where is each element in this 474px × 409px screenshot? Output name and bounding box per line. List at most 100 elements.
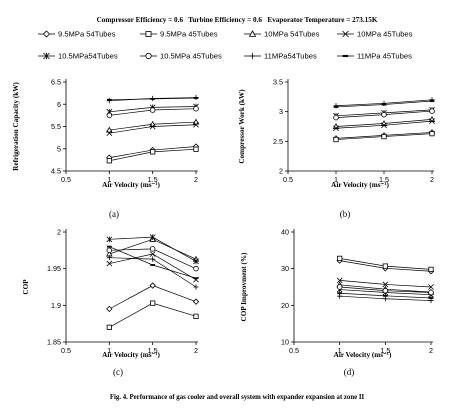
data-point (106, 236, 113, 243)
legend-marker-circle (145, 52, 152, 60)
data-point (192, 298, 200, 305)
x-tick-label: 0.5 (283, 175, 293, 184)
data-point (149, 251, 156, 257)
y-tick-label: 20 (281, 301, 289, 310)
data-point (106, 260, 113, 267)
legend-label: 10MPa 54Tubes (264, 30, 320, 39)
data-point (428, 284, 434, 290)
legend: 9.5MPa 54Tubes 9.5MPa 45Tubes 10MPa 54Tu… (38, 30, 413, 61)
x-axis-title: Air Velocity (ms⁻¹) (102, 351, 160, 359)
series-3 (332, 115, 436, 129)
series-5 (106, 234, 199, 265)
x-tick-label: 1 (338, 346, 342, 355)
chart-refrigeration-capacity: 4.5 5 5.5 6 6.5 0.5 1 1.5 2 Air Velocity (ms⁻¹) Re… (12, 78, 200, 219)
data-point (106, 126, 113, 133)
data-point (381, 103, 387, 106)
y-tick-label: 2 (57, 228, 61, 237)
series-7 (106, 255, 199, 290)
data-point (106, 158, 112, 164)
x-tick-label: 1.5 (380, 346, 390, 355)
data-point (149, 123, 156, 130)
x-axis-title: Air Velocity (ms⁻¹) (334, 351, 392, 359)
legend-marker-diamond (42, 30, 51, 38)
legend-marker-x (342, 30, 349, 38)
series-2 (106, 146, 199, 164)
panel-label: (d) (344, 367, 355, 377)
x-tick-label: 2 (194, 346, 198, 355)
series-4 (106, 121, 199, 137)
data-point (193, 277, 199, 280)
series-line (109, 302, 197, 328)
axes: 4.5 5 5.5 6 6.5 0.5 1 1.5 2 (51, 78, 198, 184)
y-axis-title: Refrigeration Capacity (kW) (12, 82, 20, 171)
y-axis-title: Compressor Work (kW) (238, 89, 246, 164)
y-tick-label: 2 (279, 167, 283, 176)
data-point (428, 297, 434, 299)
panel-label: (a) (109, 209, 119, 219)
axes: 1.85 1.9 1.95 2 0.5 1 1.5 2 (47, 228, 198, 355)
y-tick-label: 1.85 (47, 338, 61, 347)
series-2 (333, 131, 435, 143)
data-point (106, 130, 113, 137)
y-tick-label: 10 (281, 338, 289, 347)
data-point (381, 111, 387, 118)
data-point (149, 107, 156, 113)
data-point (193, 121, 199, 128)
legend-item-3: 10MPa 54Tubes (244, 30, 320, 39)
data-point (149, 234, 156, 241)
y-tick-label: 6.5 (51, 78, 61, 87)
data-point (381, 122, 387, 129)
y-tick-label: 3.5 (273, 78, 283, 87)
x-tick-label: 0.5 (289, 346, 299, 355)
data-point (337, 255, 343, 262)
data-point (336, 277, 343, 284)
legend-item-4: 10MPa 45Tubes (337, 30, 413, 39)
y-tick-label: 3 (279, 107, 283, 116)
legend-label: 9.5MPa 45Tubes (160, 30, 218, 39)
x-tick-label: 2 (194, 175, 198, 184)
data-point (106, 305, 113, 313)
legend-item-8: 11MPa 45Tubes (337, 52, 412, 61)
legend-label: 9.5MPa 54Tubes (58, 30, 116, 39)
y-tick-label: 5.5 (51, 122, 61, 131)
y-tick-label: 5 (57, 144, 61, 153)
series-6 (333, 108, 435, 121)
x-tick-label: 1.5 (148, 346, 158, 355)
data-point (382, 281, 389, 288)
series-8 (106, 245, 199, 280)
data-point (333, 114, 339, 121)
data-point (382, 296, 388, 302)
series-8 (106, 97, 199, 101)
series-8 (337, 292, 434, 299)
data-point (149, 282, 156, 289)
y-axis-title: COP Improvment (%) (240, 252, 248, 322)
series-2 (337, 255, 434, 273)
data-point (106, 245, 112, 248)
legend-label: 10.5MPa54Tubes (58, 52, 118, 61)
data-point (428, 289, 434, 296)
y-tick-label: 6 (57, 100, 61, 109)
x-tick-label: 1.5 (148, 175, 158, 184)
series-3 (106, 118, 200, 133)
series-7 (337, 293, 434, 304)
data-point (193, 105, 199, 112)
legend-item-7: 11MPa54Tubes (244, 52, 317, 61)
x-tick-label: 1 (334, 175, 338, 184)
legend-marker-square (145, 31, 152, 37)
data-point (337, 293, 343, 299)
data-point (150, 149, 156, 155)
data-point (150, 264, 156, 266)
legend-label: 10.5MPa 45Tubes (160, 52, 222, 61)
data-point (337, 292, 343, 295)
data-point (429, 131, 435, 137)
series-6 (106, 105, 199, 119)
panel-label: (c) (113, 367, 123, 377)
x-tick-label: 2 (429, 346, 433, 355)
legend-item-5: 10.5MPa54Tubes (38, 52, 118, 61)
data-point (106, 324, 112, 330)
series-7 (333, 97, 435, 109)
data-point (333, 136, 339, 143)
series-4 (106, 251, 199, 283)
legend-item-1: 9.5MPa 54Tubes (38, 30, 116, 39)
series-4 (333, 118, 435, 132)
